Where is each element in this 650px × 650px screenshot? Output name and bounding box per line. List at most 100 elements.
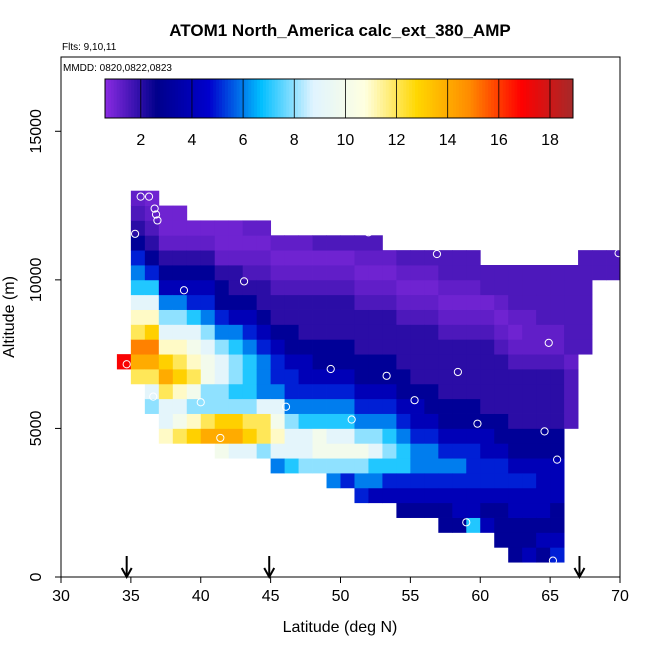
sample-point <box>150 204 159 213</box>
colorbar-segment <box>122 79 126 118</box>
heatmap-cell <box>214 369 230 385</box>
colorbar-segment <box>511 79 515 118</box>
heatmap-cell <box>508 339 523 355</box>
heatmap-cell <box>270 309 285 325</box>
heatmap-cell <box>508 324 523 340</box>
heatmap-cell <box>354 398 369 414</box>
heatmap-cell <box>340 473 355 489</box>
colorbar-segment <box>377 79 381 118</box>
heatmap-cell <box>284 458 299 474</box>
heatmap-cell <box>298 309 313 325</box>
colorbar-segment <box>505 79 510 118</box>
heatmap-cell <box>438 339 453 355</box>
heatmap-cell <box>158 250 174 266</box>
heatmap-cell <box>578 265 593 281</box>
colorbar-segment <box>219 79 223 118</box>
heatmap-cell <box>410 279 425 296</box>
heatmap-cell <box>340 324 355 340</box>
sample-point <box>473 419 482 428</box>
heatmap-cell <box>242 413 258 429</box>
heatmap-cell <box>452 398 467 414</box>
heatmap-cell <box>424 458 439 474</box>
colorbar-segment <box>532 79 536 118</box>
colorbar-segment <box>154 79 159 118</box>
colorbar-segment <box>315 79 320 118</box>
colorbar: 2 4 6 8 10 12 14 16 18 <box>104 78 574 149</box>
heatmap-cell <box>424 339 439 355</box>
heatmap-cell <box>326 443 341 459</box>
heatmap-cell <box>130 294 146 310</box>
heatmap-cell <box>284 443 299 459</box>
heatmap-cell <box>452 309 467 325</box>
heatmap-cell <box>326 428 341 444</box>
colorbar-segment <box>327 79 331 118</box>
heatmap-cell <box>158 398 174 414</box>
heatmap-cell <box>354 369 369 385</box>
heatmap-cell <box>522 324 537 340</box>
heatmap-cell <box>368 443 383 459</box>
heatmap-cell <box>578 309 593 325</box>
heatmap-cell <box>270 413 285 429</box>
heatmap-cell <box>508 413 523 429</box>
heatmap-cell <box>186 413 202 429</box>
flights-label: Flts: 9,10,11 <box>62 42 117 53</box>
heatmap-cell <box>396 487 411 504</box>
heatmap-cell <box>550 428 565 444</box>
heatmap-cell <box>284 339 299 355</box>
sample-point <box>196 398 205 407</box>
heatmap-cell <box>508 309 523 325</box>
colorbar-segment <box>303 79 308 118</box>
heatmap-cell <box>550 279 565 296</box>
heatmap-cell <box>480 517 495 533</box>
colorbar-segment <box>222 79 226 118</box>
heatmap-cell <box>522 428 537 444</box>
heatmap-cell <box>494 532 509 548</box>
heatmap-cell <box>536 294 551 310</box>
colorbar-segment <box>271 79 276 118</box>
heatmap-cell <box>256 428 272 444</box>
sample-point <box>301 221 310 230</box>
heatmap-cell <box>564 398 579 414</box>
heatmap-cell <box>284 294 299 310</box>
heatmap-cell <box>270 294 285 310</box>
heatmap-cell <box>354 458 369 474</box>
heatmap-cell <box>438 324 453 340</box>
heatmap-cell <box>200 398 216 414</box>
heatmap-cell <box>466 265 481 281</box>
colorbar-segment <box>540 79 545 118</box>
colorbar-segment <box>204 79 208 118</box>
heatmap-cell <box>438 279 453 296</box>
heatmap-cell <box>480 383 495 400</box>
heatmap-cell <box>228 294 244 310</box>
colorbar-segment <box>169 79 173 118</box>
heatmap-cell <box>480 473 495 489</box>
heatmap-cell <box>550 398 565 414</box>
colorbar-segment <box>426 79 431 118</box>
colorbar-segment <box>207 79 211 118</box>
heatmap-cell <box>550 473 565 489</box>
heatmap-cell <box>130 324 146 340</box>
x-tick-label: 35 <box>122 588 140 605</box>
heatmap-cell <box>466 354 481 370</box>
heatmap-cell <box>158 235 174 251</box>
heatmap-cell <box>354 413 369 429</box>
colorbar-segment <box>145 79 150 118</box>
heatmap-cell <box>536 279 551 296</box>
colorbar-segment <box>309 79 314 118</box>
heatmap-cell <box>396 502 411 518</box>
heatmap-cell <box>522 354 537 370</box>
heatmap-cell <box>354 487 369 504</box>
colorbar-tick-label: 16 <box>490 132 508 149</box>
heatmap-cell <box>466 369 481 385</box>
heatmap-cell <box>158 205 174 221</box>
heatmap-cell <box>438 250 453 266</box>
heatmap-cell <box>270 250 285 266</box>
y-tick-label: 0 <box>28 572 45 581</box>
heatmap-cell <box>228 413 244 429</box>
heatmap-cell <box>508 502 523 518</box>
heatmap-cell <box>144 279 160 296</box>
heatmap-cell <box>368 250 383 266</box>
heatmap-cell <box>256 250 272 266</box>
colorbar-segment <box>113 79 118 118</box>
heatmap-cell <box>172 265 188 281</box>
